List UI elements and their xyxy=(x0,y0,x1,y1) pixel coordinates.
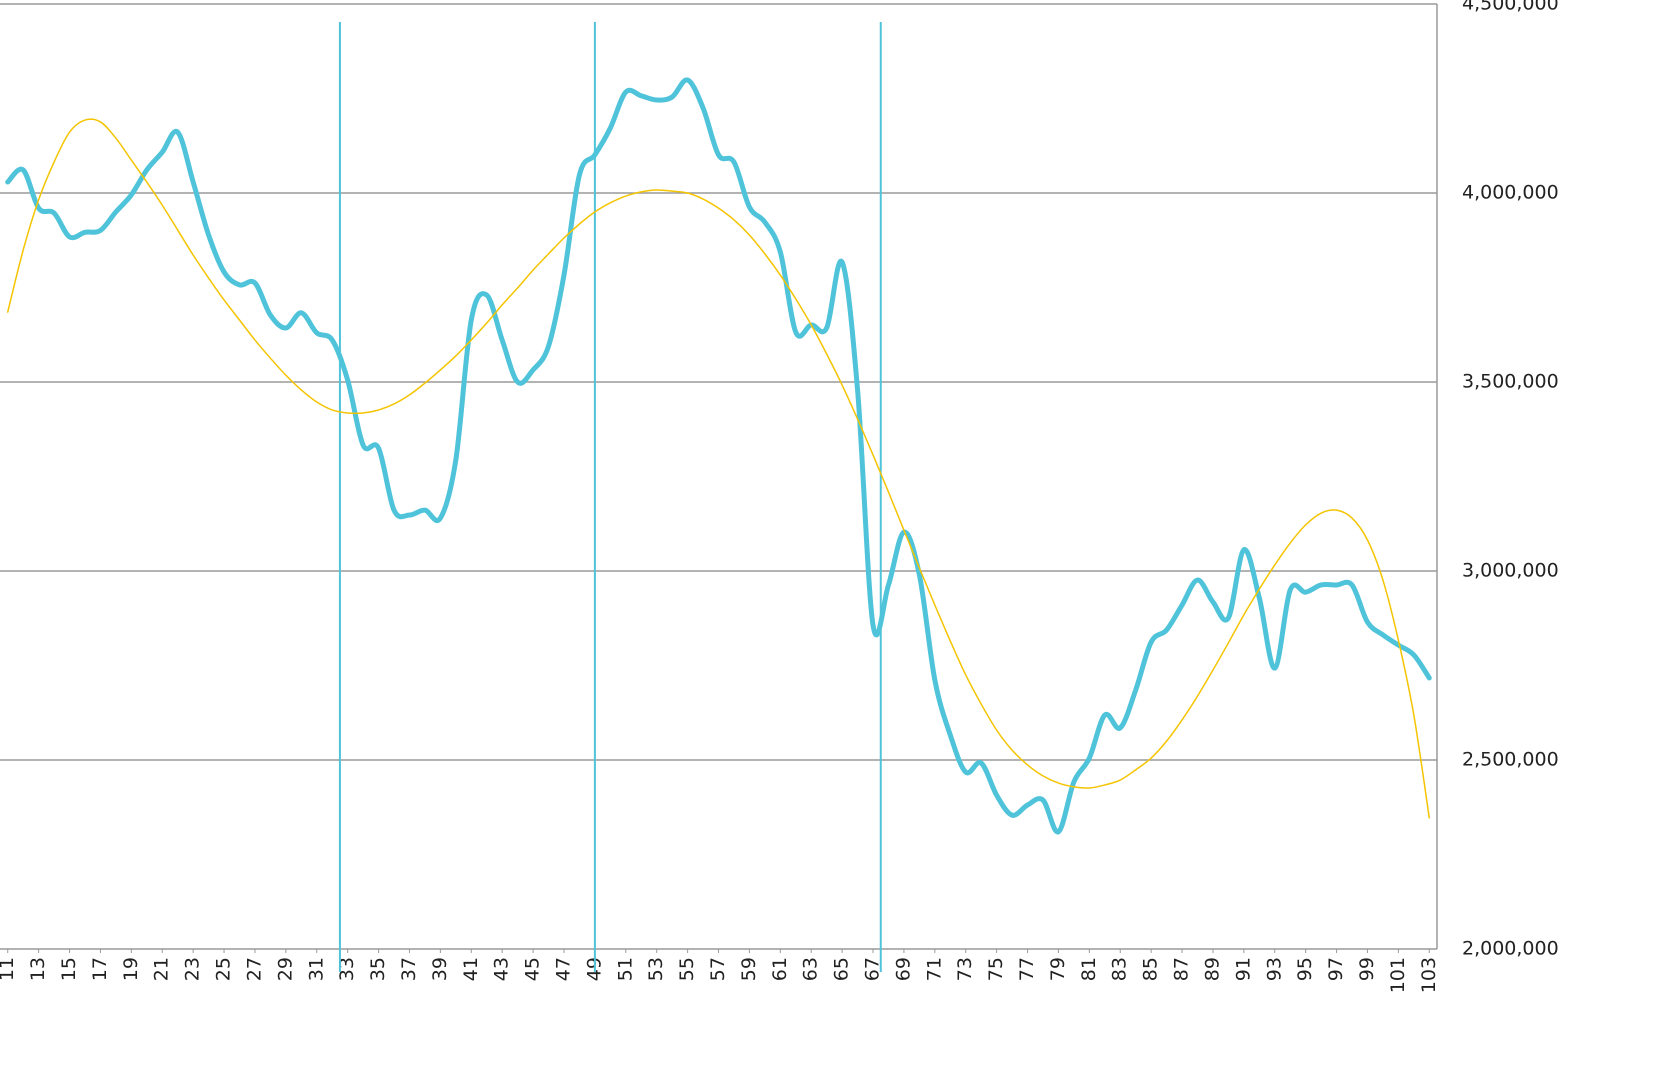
x-tick-label: 33 xyxy=(336,957,358,981)
y-tick-label: 3,500,000 xyxy=(1462,371,1559,393)
x-tick-label: 77 xyxy=(1016,957,1038,981)
x-tick-label: 95 xyxy=(1294,957,1316,981)
x-tick-label: 31 xyxy=(305,957,327,981)
x-tick-label: 29 xyxy=(274,957,296,981)
x-tick-label: 51 xyxy=(614,957,636,981)
x-tick-label: 79 xyxy=(1047,957,1069,981)
x-tick-label: 71 xyxy=(923,957,945,981)
x-tick-label: 13 xyxy=(27,957,49,981)
y-tick-label: 4,000,000 xyxy=(1462,182,1559,204)
x-tick-label: 65 xyxy=(831,957,853,981)
x-tick-label: 59 xyxy=(738,957,760,981)
x-tick-label: 43 xyxy=(491,957,513,981)
x-tick-label: 27 xyxy=(243,957,265,981)
x-tick-label: 39 xyxy=(429,957,451,981)
x-tick-label: 73 xyxy=(954,957,976,981)
x-tick-label: 97 xyxy=(1325,957,1347,981)
x-tick-label: 83 xyxy=(1109,957,1131,981)
x-tick-label: 55 xyxy=(676,957,698,981)
x-tick-label: 57 xyxy=(707,957,729,981)
x-tick-label: 37 xyxy=(398,957,420,981)
x-tick-label: 81 xyxy=(1078,957,1100,981)
x-tick-label: 45 xyxy=(522,957,544,981)
x-tick-label: 53 xyxy=(645,957,667,981)
x-tick-label: 75 xyxy=(985,957,1007,981)
x-tick-label: 87 xyxy=(1171,957,1193,981)
x-tick-label: 19 xyxy=(120,957,142,981)
y-tick-label: 2,500,000 xyxy=(1462,749,1559,771)
x-tick-label: 11 xyxy=(0,957,18,981)
x-tick-label: 89 xyxy=(1201,957,1223,981)
x-tick-label: 101 xyxy=(1387,957,1409,993)
y-tick-label: 3,000,000 xyxy=(1462,560,1559,582)
x-tick-label: 67 xyxy=(862,957,884,981)
x-tick-label: 99 xyxy=(1356,957,1378,981)
x-tick-label: 91 xyxy=(1232,957,1254,981)
x-tick-label: 47 xyxy=(552,957,574,981)
x-tick-label: 85 xyxy=(1140,957,1162,981)
series-line xyxy=(6,118,1431,819)
x-tick-label: 35 xyxy=(367,957,389,981)
y-tick-label: 4,500,000 xyxy=(1462,0,1559,15)
x-tick-label: 15 xyxy=(58,957,80,981)
x-tick-label: 17 xyxy=(89,957,111,981)
x-tick-label: 63 xyxy=(800,957,822,981)
x-tick-label: 93 xyxy=(1263,957,1285,981)
y-tick-label: 2,000,000 xyxy=(1462,938,1559,960)
x-tick-label: 21 xyxy=(151,957,173,981)
x-tick-label: 103 xyxy=(1418,957,1440,993)
x-tick-label: 41 xyxy=(460,957,482,981)
x-tick-label: 25 xyxy=(213,957,235,981)
x-tick-label: 69 xyxy=(892,957,914,981)
x-tick-label: 23 xyxy=(182,957,204,981)
x-tick-label: 61 xyxy=(769,957,791,981)
series-line xyxy=(5,77,1432,835)
